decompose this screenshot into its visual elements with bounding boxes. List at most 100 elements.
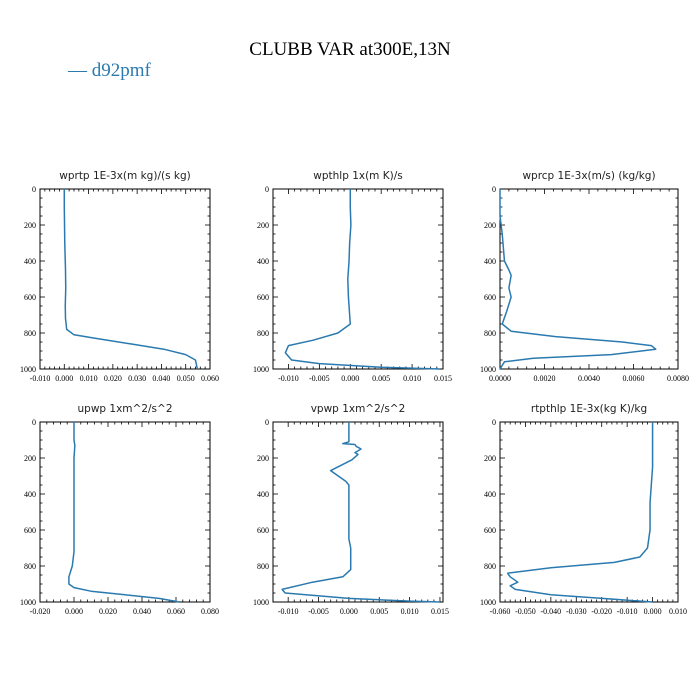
y-tick-label: 200	[257, 221, 269, 230]
x-tick-label: 0.0040	[578, 374, 600, 383]
x-tick-label: 0.000	[341, 374, 359, 383]
y-tick-label: 600	[257, 293, 269, 302]
x-tick-label: -0.050	[515, 607, 536, 616]
y-tick-label: 400	[24, 490, 36, 499]
plot-frame	[272, 188, 444, 370]
x-tick-label: 0.000	[65, 607, 83, 616]
x-tick-label: 0.060	[201, 374, 219, 383]
x-tick-label: -0.020	[30, 607, 51, 616]
y-tick-label: 400	[24, 257, 36, 266]
x-tick-label: -0.010	[278, 374, 299, 383]
y-tick-label: 0	[32, 185, 36, 194]
x-tick-label: 0.010	[80, 374, 98, 383]
y-tick-label: 400	[484, 257, 496, 266]
panel-6: rtpthlp 1E-3x(kg K)/kg -0.060 -0.050 -0.040…	[480, 403, 687, 616]
y-tick-label: 400	[257, 490, 269, 499]
y-tick-label: 200	[257, 454, 269, 463]
x-tick-label: 0.005	[372, 374, 390, 383]
series-line-d92pmf	[68, 422, 180, 603]
legend-entry: — d92pmf	[67, 60, 152, 81]
y-tick-label: 1000	[480, 598, 496, 607]
x-tick-label: 0.000	[340, 607, 358, 616]
y-tick-label: 0	[492, 185, 496, 194]
series-line-d92pmf	[63, 189, 199, 370]
x-tick-label: -0.030	[566, 607, 587, 616]
y-tick-label: 200	[484, 454, 496, 463]
plot-frame	[272, 421, 444, 603]
y-tick-label: 200	[484, 221, 496, 230]
panel-2: wpthlp 1x(m K)/s -0.010 -0.005 0.000 0.005 0.…	[253, 170, 452, 383]
y-tick-label: 1000	[20, 598, 36, 607]
x-tick-label: -0.010	[30, 374, 51, 383]
y-tick-label: 600	[24, 293, 36, 302]
y-tick-label: 0	[265, 418, 269, 427]
series-line-d92pmf	[284, 189, 440, 370]
x-tick-label: 0.0080	[667, 374, 689, 383]
figure-title: CLUBB VAR at300E,13N	[249, 39, 451, 60]
panel-title: upwp 1xm^2/s^2	[78, 403, 173, 415]
x-tick-label: 0.010	[401, 607, 419, 616]
panel-3: wprcp 1E-3x(m/s) (kg/kg) 0.0000 0.0020 0.00…	[480, 170, 689, 383]
y-tick-label: 0	[492, 418, 496, 427]
panel-title: wpthlp 1x(m K)/s	[313, 170, 403, 182]
y-tick-label: 800	[484, 329, 496, 338]
series-line-d92pmf	[506, 422, 654, 603]
y-tick-label: 0	[32, 418, 36, 427]
y-tick-label: 1000	[480, 365, 496, 374]
panel-title: wprcp 1E-3x(m/s) (kg/kg)	[522, 170, 655, 182]
panel-title: rtpthlp 1E-3x(kg K)/kg	[531, 403, 647, 415]
x-tick-label: -0.060	[490, 607, 511, 616]
x-tick-label: 0.020	[99, 607, 117, 616]
x-tick-label: -0.005	[309, 374, 330, 383]
y-tick-label: 800	[257, 329, 269, 338]
panel-title: vpwp 1xm^2/s^2	[311, 403, 406, 415]
x-tick-label: -0.010	[617, 607, 638, 616]
y-tick-label: 400	[257, 257, 269, 266]
x-tick-label: 0.0000	[489, 374, 511, 383]
x-tick-label: 0.010	[403, 374, 421, 383]
x-tick-label: 0.040	[133, 607, 151, 616]
x-tick-label: -0.005	[308, 607, 329, 616]
panel-1: wprtp 1E-3x(m kg)/(s kg) -0.010 0.000 0.010…	[20, 170, 219, 383]
x-tick-label: 0.0060	[623, 374, 645, 383]
x-tick-label: 0.005	[370, 607, 388, 616]
y-tick-label: 0	[265, 185, 269, 194]
y-tick-label: 200	[24, 454, 36, 463]
plot-frame	[39, 421, 211, 603]
plot-frame	[499, 421, 679, 603]
panel-4: upwp 1xm^2/s^2 -0.020 0.000 0.020 0.040 0.060…	[20, 403, 219, 616]
x-tick-label: 0.040	[152, 374, 170, 383]
y-tick-label: 200	[24, 221, 36, 230]
y-tick-label: 1000	[253, 365, 269, 374]
y-tick-label: 800	[24, 562, 36, 571]
y-tick-label: 600	[257, 526, 269, 535]
y-tick-label: 600	[484, 526, 496, 535]
series-line-d92pmf	[499, 189, 657, 370]
y-tick-label: 1000	[20, 365, 36, 374]
x-tick-label: 0.000	[644, 607, 662, 616]
x-tick-label: -0.020	[591, 607, 612, 616]
y-tick-label: 800	[257, 562, 269, 571]
y-tick-label: 600	[484, 293, 496, 302]
y-tick-label: 600	[24, 526, 36, 535]
y-tick-label: 800	[24, 329, 36, 338]
x-tick-label: 0.015	[431, 607, 449, 616]
y-tick-label: 1000	[253, 598, 269, 607]
y-tick-label: 400	[484, 490, 496, 499]
x-tick-label: -0.010	[278, 607, 299, 616]
x-tick-label: 0.080	[201, 607, 219, 616]
x-tick-label: 0.060	[167, 607, 185, 616]
x-tick-label: 0.050	[177, 374, 195, 383]
y-tick-label: 800	[484, 562, 496, 571]
x-tick-label: -0.040	[541, 607, 562, 616]
plot-frame	[499, 188, 679, 370]
x-tick-label: 0.010	[669, 607, 687, 616]
x-tick-label: 0.030	[128, 374, 146, 383]
x-tick-label: 0.015	[434, 374, 452, 383]
x-tick-label: 0.020	[104, 374, 122, 383]
series-line-d92pmf	[281, 422, 440, 603]
panel-title: wprtp 1E-3x(m kg)/(s kg)	[59, 170, 190, 182]
x-tick-label: 0.000	[55, 374, 73, 383]
panels-grid: wprtp 1E-3x(m kg)/(s kg) -0.010 0.000 0.010…	[20, 170, 689, 616]
